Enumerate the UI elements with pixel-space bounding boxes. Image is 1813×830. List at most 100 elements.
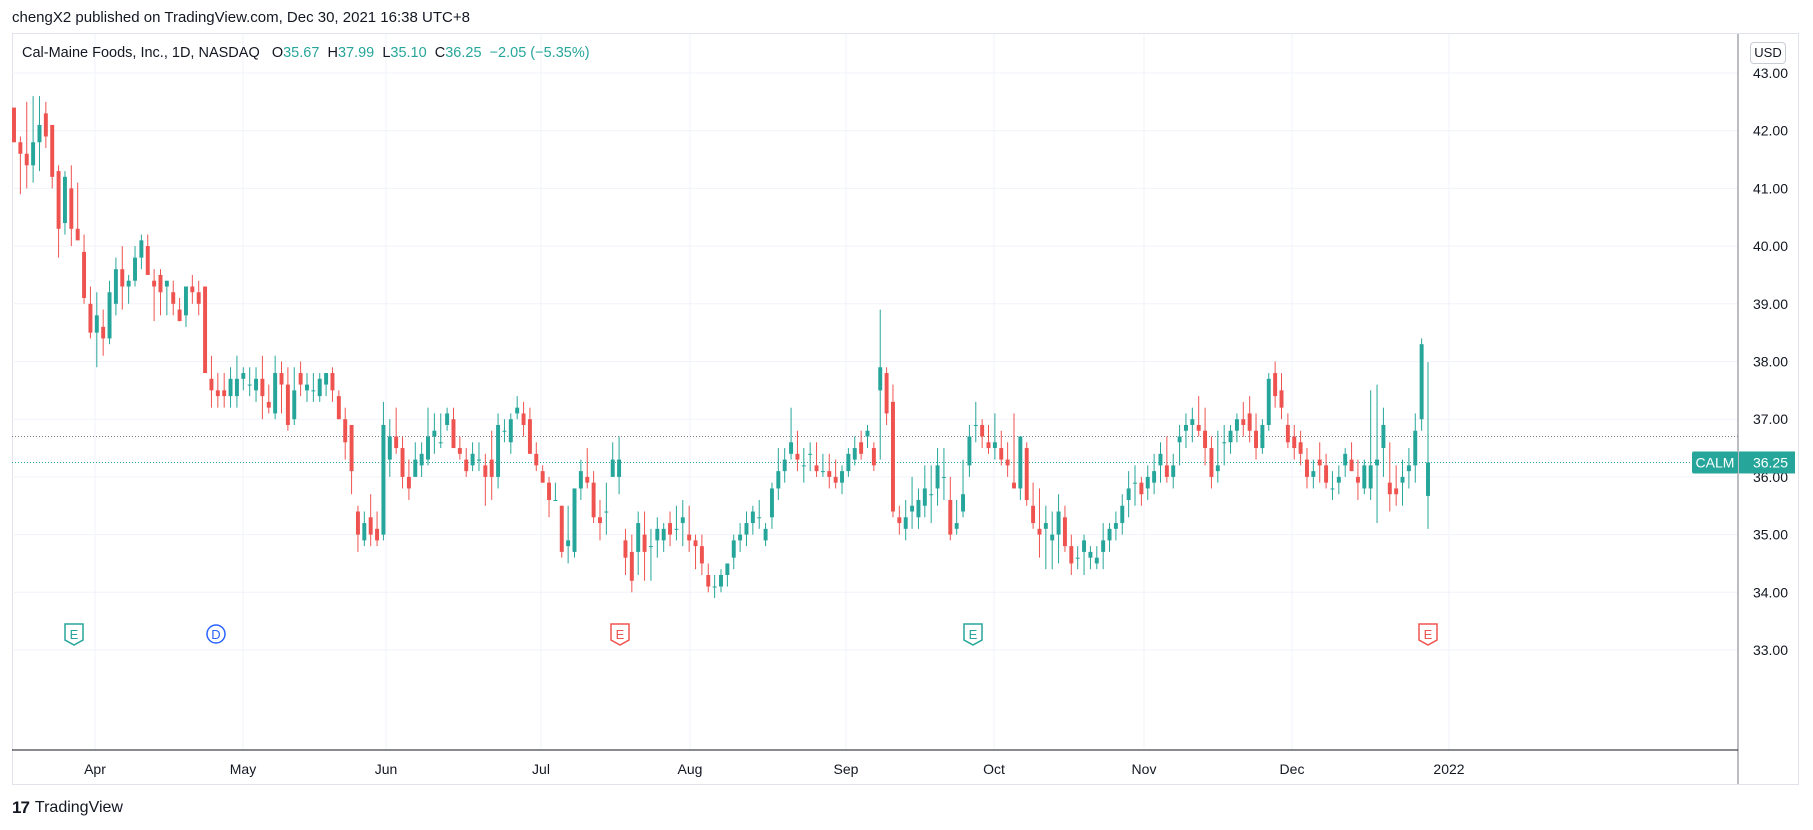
candle-body (37, 124, 42, 143)
candle (1343, 448, 1348, 477)
candle (476, 442, 481, 472)
candle-body (133, 257, 137, 281)
candle (585, 448, 590, 489)
candle-body (1177, 436, 1182, 443)
candle (1419, 338, 1424, 431)
candle-body (776, 471, 781, 489)
currency-button[interactable]: USD (1750, 42, 1786, 64)
candle (394, 407, 399, 454)
candle (1113, 511, 1118, 541)
candle-body (1183, 424, 1188, 431)
symbol-description: Cal-Maine Foods, Inc., 1D, NASDAQ (22, 45, 260, 61)
candle-body (980, 424, 985, 437)
last-price-badge-ticker-bg (1692, 451, 1738, 474)
candle (553, 482, 558, 501)
candle (145, 234, 150, 275)
candle (1088, 546, 1093, 570)
candle (164, 280, 169, 316)
candle (260, 355, 265, 420)
candle-body (1234, 419, 1239, 431)
candle (1107, 523, 1112, 552)
candle (1203, 407, 1208, 466)
candle-body (1228, 430, 1233, 443)
candle (451, 407, 456, 449)
candle-body (929, 494, 934, 496)
candle (706, 563, 711, 593)
candle-body (572, 488, 577, 552)
candle-body (502, 430, 507, 432)
candle (1324, 453, 1329, 489)
candle-body (1005, 459, 1010, 466)
candle-body (1075, 557, 1080, 559)
candle (693, 534, 698, 570)
candle (203, 286, 208, 374)
candle-body (171, 292, 176, 304)
event-label: E (1424, 627, 1433, 642)
footer-brand[interactable]: 17 TradingView (12, 798, 123, 818)
candle-body (865, 430, 870, 437)
candle (254, 367, 259, 402)
candle (419, 442, 424, 477)
time-tick-label: 2022 (1433, 761, 1464, 777)
candle-body (1113, 523, 1118, 529)
candle (833, 459, 838, 489)
candle-body (1317, 459, 1322, 466)
candle-body (961, 494, 966, 512)
candle (355, 505, 360, 552)
candle-body (419, 453, 424, 466)
candle (680, 499, 685, 547)
candle (846, 448, 851, 477)
candle (738, 523, 743, 552)
time-tick-label: May (230, 761, 256, 777)
candle-body (445, 413, 450, 425)
chart-frame[interactable] (12, 33, 1799, 785)
candle (406, 459, 411, 500)
candle-body (1222, 442, 1227, 444)
candle-body (1349, 459, 1354, 472)
candle (56, 165, 61, 258)
candle-body (381, 424, 386, 535)
candle-body (1413, 430, 1418, 466)
candle (1082, 534, 1087, 575)
candle (24, 101, 29, 189)
candle (1247, 396, 1252, 443)
candle-body (209, 378, 214, 391)
candle-body (693, 540, 698, 547)
candle (534, 442, 539, 472)
candle-body (292, 390, 297, 420)
candle (470, 442, 475, 472)
candle-body (1362, 465, 1367, 489)
candle-body (406, 476, 411, 489)
time-tick-label: Dec (1280, 761, 1305, 777)
candle (457, 436, 462, 460)
close-label: C (434, 45, 446, 61)
price-tick-label: 38.00 (1753, 354, 1788, 370)
candle (954, 499, 959, 535)
candle (999, 430, 1004, 466)
candle (426, 407, 430, 466)
candle (795, 430, 800, 472)
price-axis: 43.0042.0041.0040.0039.0038.0037.0036.00… (1692, 34, 1795, 784)
grid-lines (12, 34, 1738, 750)
candle-body (1292, 436, 1297, 449)
candle (1152, 453, 1157, 495)
candle (1387, 442, 1392, 512)
event-label: D (211, 627, 220, 642)
candle-body (808, 453, 813, 455)
candle (1094, 546, 1099, 570)
candle (158, 269, 163, 316)
candle-body (941, 476, 946, 478)
candle (1292, 424, 1297, 460)
candle-body (113, 269, 118, 304)
candle-body (247, 384, 252, 386)
earnings-icon (610, 623, 630, 646)
candle (1406, 448, 1411, 489)
price-tick-label: 42.00 (1753, 123, 1788, 139)
candle (88, 286, 93, 339)
candle (769, 482, 774, 529)
event-marker-dividend: D (206, 624, 226, 644)
candle-body (1196, 424, 1201, 431)
candle-body (655, 528, 660, 541)
candle-body (769, 488, 774, 518)
